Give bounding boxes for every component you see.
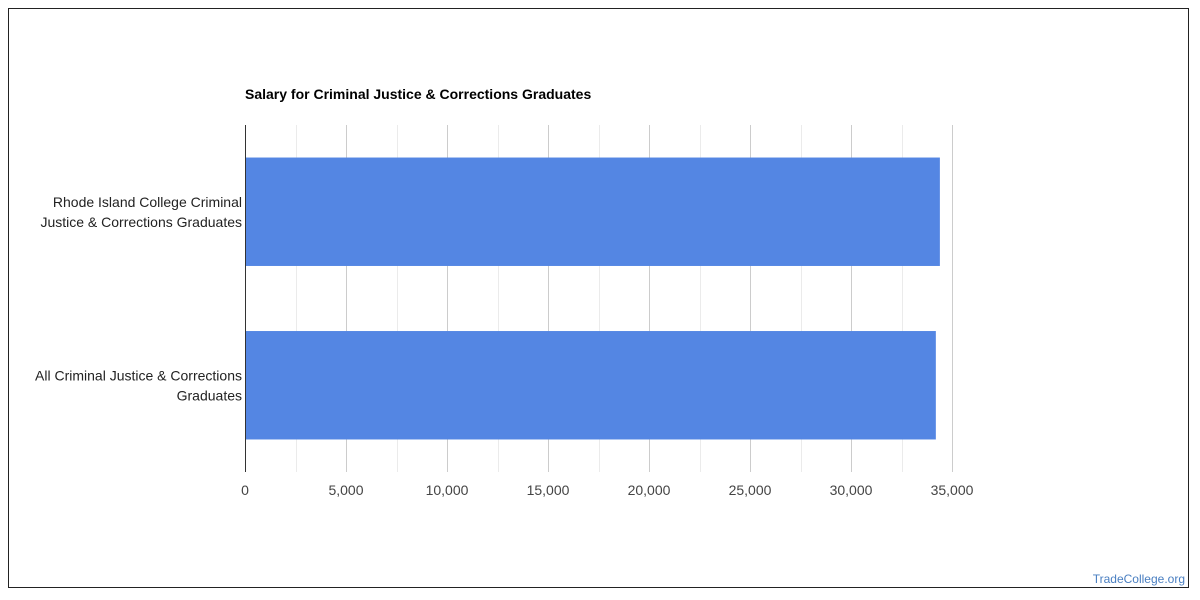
- x-tick-label: 15,000: [527, 482, 570, 498]
- chart-frame: [8, 8, 1189, 588]
- source-credit-link[interactable]: TradeCollege.org: [1092, 572, 1185, 586]
- x-tick-label: 10,000: [426, 482, 469, 498]
- x-tick-label: 5,000: [328, 482, 363, 498]
- bar[interactable]: [245, 331, 936, 440]
- x-tick-label: 20,000: [628, 482, 671, 498]
- bar[interactable]: [245, 157, 940, 266]
- x-tick-label: 30,000: [830, 482, 873, 498]
- category-labels: Rhode Island College Criminal Justice & C…: [35, 194, 242, 404]
- bars: [245, 157, 940, 440]
- x-tick-label: 35,000: [931, 482, 974, 498]
- x-tick-label: 0: [241, 482, 249, 498]
- x-tick-labels: 0 5,000 10,000 15,000 20,000 25,000 30,000 35,0…: [241, 482, 974, 498]
- category-label: All Criminal Justice & Corrections Gradua…: [35, 367, 242, 403]
- chart-title: Salary for Criminal Justice & Correction…: [245, 86, 591, 102]
- x-tick-label: 25,000: [729, 482, 772, 498]
- category-label: Rhode Island College Criminal Justice & C…: [40, 194, 242, 230]
